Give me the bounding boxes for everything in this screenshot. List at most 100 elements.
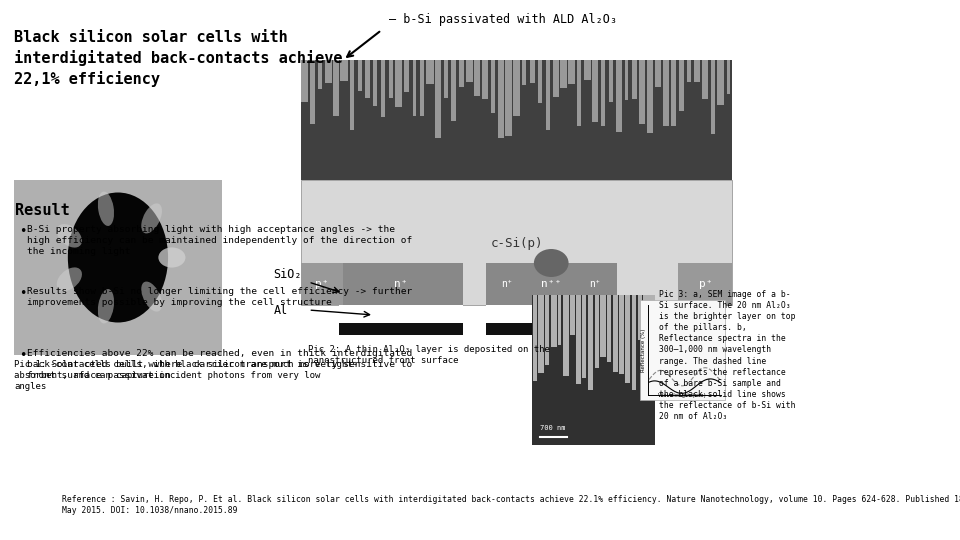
FancyBboxPatch shape [300, 180, 732, 305]
Text: •: • [19, 349, 27, 362]
FancyBboxPatch shape [584, 60, 590, 80]
FancyBboxPatch shape [505, 60, 513, 137]
FancyBboxPatch shape [717, 60, 724, 105]
FancyBboxPatch shape [339, 323, 401, 335]
FancyBboxPatch shape [435, 60, 442, 138]
FancyBboxPatch shape [401, 323, 463, 335]
Text: Pic 2: A thin Al₂O₃ layer is deposited on the
nanostructured front surface: Pic 2: A thin Al₂O₃ layer is deposited o… [308, 345, 550, 365]
Text: Result: Result [15, 203, 70, 218]
Text: Pic 1: Solar cells built with black silicon are much more light-
absorbent, and : Pic 1: Solar cells built with black sili… [13, 360, 358, 391]
FancyBboxPatch shape [647, 60, 653, 133]
FancyBboxPatch shape [640, 300, 725, 400]
Text: n⁺: n⁺ [395, 279, 408, 289]
FancyBboxPatch shape [679, 263, 732, 305]
FancyBboxPatch shape [13, 180, 222, 355]
FancyBboxPatch shape [671, 60, 676, 126]
FancyBboxPatch shape [694, 60, 700, 82]
FancyBboxPatch shape [555, 323, 616, 335]
FancyBboxPatch shape [545, 60, 550, 130]
Text: p⁺: p⁺ [315, 279, 328, 289]
FancyBboxPatch shape [300, 263, 343, 305]
Text: — b-Si passivated with ALD Al₂O₃: — b-Si passivated with ALD Al₂O₃ [390, 13, 617, 26]
FancyBboxPatch shape [324, 60, 332, 84]
Text: •: • [19, 225, 27, 238]
FancyBboxPatch shape [575, 295, 581, 384]
FancyBboxPatch shape [319, 60, 323, 89]
FancyBboxPatch shape [558, 295, 562, 345]
FancyBboxPatch shape [396, 60, 402, 107]
FancyBboxPatch shape [539, 295, 544, 373]
FancyBboxPatch shape [413, 60, 416, 116]
FancyBboxPatch shape [333, 60, 339, 116]
FancyBboxPatch shape [381, 60, 385, 117]
FancyBboxPatch shape [567, 60, 575, 84]
FancyBboxPatch shape [339, 263, 463, 305]
FancyBboxPatch shape [679, 60, 684, 111]
FancyBboxPatch shape [538, 60, 542, 103]
FancyBboxPatch shape [563, 295, 569, 376]
Ellipse shape [57, 224, 82, 247]
Text: n⁺⁺: n⁺⁺ [541, 279, 562, 289]
Ellipse shape [534, 249, 568, 277]
FancyBboxPatch shape [300, 60, 308, 103]
Ellipse shape [141, 204, 162, 233]
Text: Wavelength (nm): Wavelength (nm) [659, 393, 707, 398]
Ellipse shape [98, 192, 114, 226]
FancyBboxPatch shape [615, 60, 621, 132]
Text: 700 nm: 700 nm [540, 425, 565, 431]
FancyBboxPatch shape [426, 60, 434, 84]
Text: Pic 3: a, SEM image of a b-
Si surface. The 20 nm Al₂O₃
is the brighter layer on: Pic 3: a, SEM image of a b- Si surface. … [660, 290, 796, 421]
FancyBboxPatch shape [637, 295, 642, 340]
FancyBboxPatch shape [420, 60, 424, 117]
FancyBboxPatch shape [632, 60, 636, 99]
Ellipse shape [68, 192, 168, 322]
Text: •: • [19, 287, 27, 300]
FancyBboxPatch shape [583, 295, 587, 379]
FancyBboxPatch shape [561, 60, 567, 89]
FancyBboxPatch shape [389, 60, 394, 98]
FancyBboxPatch shape [601, 60, 605, 126]
FancyBboxPatch shape [483, 60, 488, 99]
FancyBboxPatch shape [650, 295, 655, 338]
FancyBboxPatch shape [404, 60, 409, 92]
Text: SiO₂: SiO₂ [274, 268, 302, 281]
FancyBboxPatch shape [609, 60, 612, 102]
FancyBboxPatch shape [643, 295, 649, 342]
FancyBboxPatch shape [607, 295, 612, 361]
FancyBboxPatch shape [486, 323, 547, 335]
FancyBboxPatch shape [612, 295, 617, 372]
FancyBboxPatch shape [550, 295, 557, 347]
FancyBboxPatch shape [632, 295, 636, 389]
Text: Reflectance (%): Reflectance (%) [641, 328, 646, 372]
Ellipse shape [158, 247, 185, 267]
Ellipse shape [141, 281, 162, 312]
Text: B-Si property absorbing light with high acceptance angles -> the
high efficiency: B-Si property absorbing light with high … [27, 225, 412, 256]
FancyBboxPatch shape [625, 295, 630, 383]
FancyBboxPatch shape [513, 60, 520, 116]
Text: Al: Al [274, 303, 288, 316]
Ellipse shape [158, 247, 185, 267]
FancyBboxPatch shape [300, 60, 732, 180]
FancyBboxPatch shape [545, 295, 549, 365]
FancyBboxPatch shape [451, 60, 456, 121]
FancyBboxPatch shape [373, 60, 377, 106]
Text: n⁺: n⁺ [589, 279, 601, 289]
FancyBboxPatch shape [655, 60, 661, 87]
FancyBboxPatch shape [591, 60, 598, 123]
Text: Black silicon solar cells with
interdigitated back-contacts achieve
22,1% effici: Black silicon solar cells with interdigi… [13, 30, 343, 87]
FancyBboxPatch shape [702, 60, 708, 99]
FancyBboxPatch shape [466, 60, 473, 82]
FancyBboxPatch shape [357, 60, 362, 91]
FancyBboxPatch shape [474, 60, 480, 96]
FancyBboxPatch shape [349, 60, 353, 130]
FancyBboxPatch shape [309, 60, 316, 124]
FancyBboxPatch shape [553, 60, 559, 97]
FancyBboxPatch shape [339, 305, 463, 325]
Ellipse shape [57, 267, 82, 291]
FancyBboxPatch shape [600, 295, 606, 357]
FancyBboxPatch shape [687, 60, 691, 82]
Text: c-Si(p): c-Si(p) [491, 237, 542, 249]
FancyBboxPatch shape [595, 295, 598, 368]
FancyBboxPatch shape [534, 295, 537, 381]
FancyBboxPatch shape [532, 295, 656, 445]
